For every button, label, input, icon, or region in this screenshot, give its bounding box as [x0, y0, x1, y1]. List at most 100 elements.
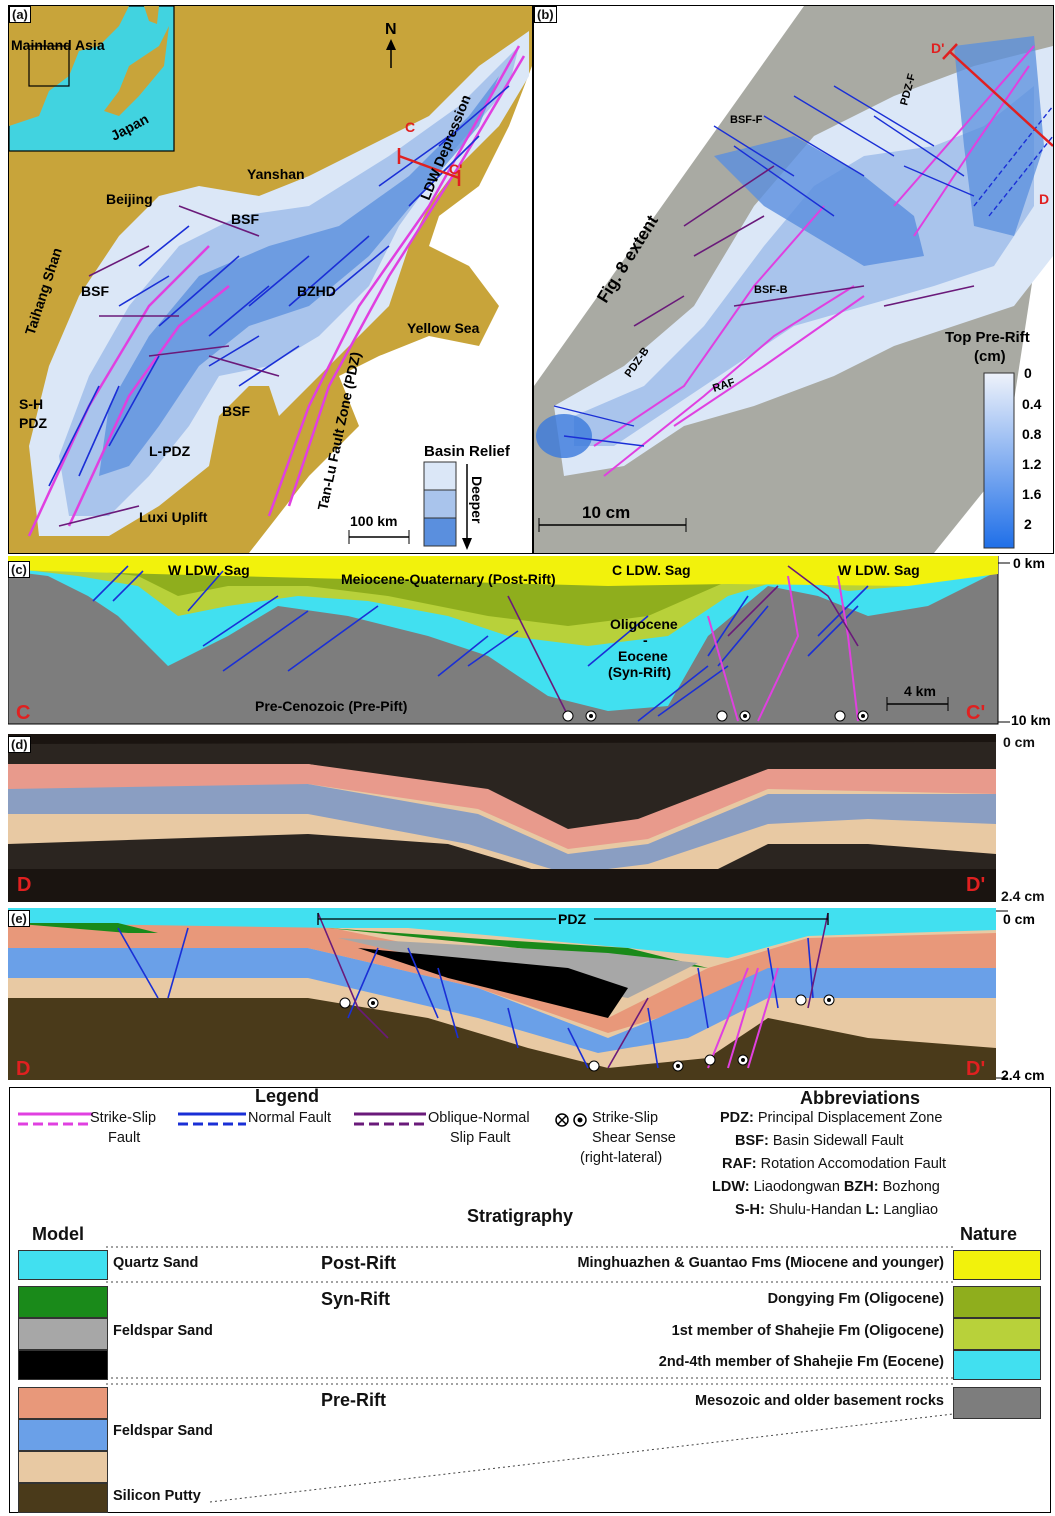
- strike-slip-swatch: [18, 1112, 93, 1126]
- swatch-syn-grey: [18, 1318, 108, 1350]
- strike-slip-faults: [27, 45, 526, 537]
- panel-d-photo: [8, 734, 996, 902]
- label-beijing: Beijing: [106, 191, 153, 207]
- panel-b-model: D' D Fig. 8 extent PDZ-F BSF-F BSF-B PDZ…: [534, 6, 1053, 553]
- colorbar: [983, 372, 1015, 549]
- abbreviation-key: L:: [865, 1202, 880, 1218]
- abbreviation-key: RAF:: [722, 1156, 757, 1172]
- legend-strike-slip: Strike-Slip: [90, 1110, 157, 1126]
- oblique-faults: [58, 205, 280, 527]
- abbreviation-value: Rotation Accomodation Fault: [756, 1156, 947, 1172]
- syn-rift-label: Syn-Rift: [321, 1289, 390, 1309]
- label-bsf-f: BSF-F: [730, 114, 763, 126]
- label-bsf-west: BSF: [81, 283, 109, 299]
- abbreviation-row: RAF: Rotation Accomodation Fault: [0, 1156, 1055, 1172]
- panel-a: Mainland Asia Japan C C': [8, 5, 533, 554]
- abbreviation-key: BZH:: [843, 1179, 879, 1195]
- depth-bottom-e: 2.4 cm: [1001, 1067, 1045, 1081]
- abbreviation-value: Langliao: [879, 1202, 939, 1218]
- nature-swatch-grey: [953, 1387, 1041, 1419]
- colorbar-ticks: 0 0.4 0.8 1.2 1.6 2: [1022, 365, 1042, 532]
- label-bsf-north: BSF: [231, 211, 259, 227]
- nature-5: Mesozoic and older basement rocks: [695, 1393, 944, 1409]
- model-feldspar-pre: Feldspar Sand: [113, 1423, 213, 1439]
- panel-b: D' D Fig. 8 extent PDZ-F BSF-F BSF-B PDZ…: [533, 5, 1054, 554]
- panel-d-label: (d): [8, 736, 31, 753]
- nature-swatch-yellow: [953, 1250, 1041, 1280]
- label-yanshan: Yanshan: [247, 166, 305, 182]
- scale-bar-b: 10 cm: [538, 503, 687, 532]
- depth-top-c: 0 km: [1013, 556, 1045, 571]
- unit-dash: -: [643, 632, 648, 648]
- swatch-syn-green: [18, 1286, 108, 1318]
- swatch-quartz: [18, 1250, 108, 1280]
- nature-4: 2nd-4th member of Shahejie Fm (Eocene): [658, 1354, 944, 1370]
- svg-text:1.2: 1.2: [1022, 456, 1042, 472]
- label-bsf-b: BSF-B: [754, 284, 788, 296]
- abbreviation-value: Bozhong: [878, 1179, 940, 1195]
- pre-rift-label: Pre-Rift: [321, 1390, 387, 1410]
- unit-post-rift: Meiocene-Quaternary (Post-Rift): [341, 571, 556, 587]
- panel-e-label: (e): [8, 910, 30, 927]
- nature-1: Minghuazhen & Guantao Fms (Miocene and y…: [577, 1255, 944, 1271]
- yellow-sea: [249, 6, 532, 553]
- abbreviation-key: PDZ:: [720, 1110, 754, 1126]
- swatch-pre-salmon: [18, 1387, 108, 1419]
- abbreviation-value: Principal Displacement Zone: [753, 1110, 943, 1126]
- sag-west-2: W LDW. Sag: [838, 562, 920, 578]
- depth-bottom-d: 2.4 cm: [1001, 888, 1045, 904]
- abbreviation-row: PDZ: Principal Displacement Zone: [0, 1110, 1055, 1126]
- unit-eocene: Eocene: [618, 648, 668, 664]
- north-arrow: N: [385, 21, 397, 68]
- abbreviation-row: LDW: Liaodongwan BZH: Bozhong: [0, 1179, 1055, 1195]
- legend-normal: Normal Fault: [248, 1110, 331, 1126]
- section-d-left: D: [17, 874, 32, 896]
- nature-2: Dongying Fm (Oligocene): [767, 1291, 944, 1307]
- panel-e: PDZ D D' 0 cm 2.4 cm (e): [8, 908, 1055, 1083]
- panel-c-section: W LDW. Sag C LDW. Sag W LDW. Sag Meiocen…: [7, 555, 1051, 728]
- pdz-label: PDZ: [558, 911, 586, 927]
- nature-3: 1st member of Shahejie Fm (Oligocene): [671, 1323, 944, 1339]
- shear-sense-markers-e: [339, 994, 835, 1072]
- model-oblique-faults: [633, 165, 975, 327]
- scale-bar-c: 4 km: [886, 683, 949, 711]
- panel-d: (d) D D' 0 cm 2.4 cm: [8, 734, 1055, 904]
- panel-e-interpretation: PDZ D D' 0 cm 2.4 cm: [8, 908, 1045, 1083]
- unit-oligocene: Oligocene: [610, 616, 678, 632]
- depth-top-d: 0 cm: [1003, 734, 1035, 750]
- section-c2-label: C': [449, 161, 462, 177]
- stratigraphy-title: Stratigraphy: [467, 1206, 574, 1226]
- section-line-d: [942, 43, 1053, 147]
- abbreviation-value: Liaodongwan: [749, 1179, 844, 1195]
- label-bzhd: BZHD: [297, 283, 336, 299]
- abbreviation-row: S-H: Shulu-Handan L: Langliao: [0, 1202, 1055, 1218]
- depth-bottom-c: 10 km: [1011, 712, 1051, 726]
- panel-b-label: (b): [534, 6, 557, 23]
- oblique-fault-swatch: [354, 1112, 426, 1126]
- svg-text:0.4: 0.4: [1022, 396, 1042, 412]
- svg-text:1.6: 1.6: [1022, 486, 1042, 502]
- abbreviation-key: BSF:: [735, 1133, 769, 1149]
- panel-a-label: (a): [9, 6, 31, 23]
- inset-title: Mainland Asia: [11, 37, 105, 53]
- scale-bar-a: 100 km: [348, 513, 410, 544]
- svg-text:0: 0: [1024, 365, 1032, 381]
- section-line-c: [397, 148, 461, 186]
- abbreviation-key: S-H:: [735, 1202, 765, 1218]
- svg-text:0.8: 0.8: [1022, 426, 1042, 442]
- abbreviations-title: Abbreviations: [800, 1088, 921, 1108]
- nature-swatch-olive: [953, 1286, 1041, 1318]
- section-e-right: D': [966, 1058, 985, 1080]
- svg-text:10 cm: 10 cm: [582, 503, 630, 522]
- sag-central: C LDW. Sag: [612, 562, 691, 578]
- label-luxi: Luxi Uplift: [139, 509, 208, 525]
- model-quartz: Quartz Sand: [113, 1255, 199, 1271]
- section-c-left: C: [16, 702, 30, 724]
- svg-text:2: 2: [1024, 516, 1032, 532]
- label-yellow-sea: Yellow Sea: [407, 320, 480, 336]
- svg-text:100 km: 100 km: [350, 513, 397, 529]
- unit-syn-rift: (Syn-Rift): [608, 664, 671, 680]
- relief-title: Basin Relief: [424, 443, 511, 460]
- model-putty: Silicon Putty: [113, 1488, 201, 1504]
- model-strike-slip: [593, 45, 1035, 477]
